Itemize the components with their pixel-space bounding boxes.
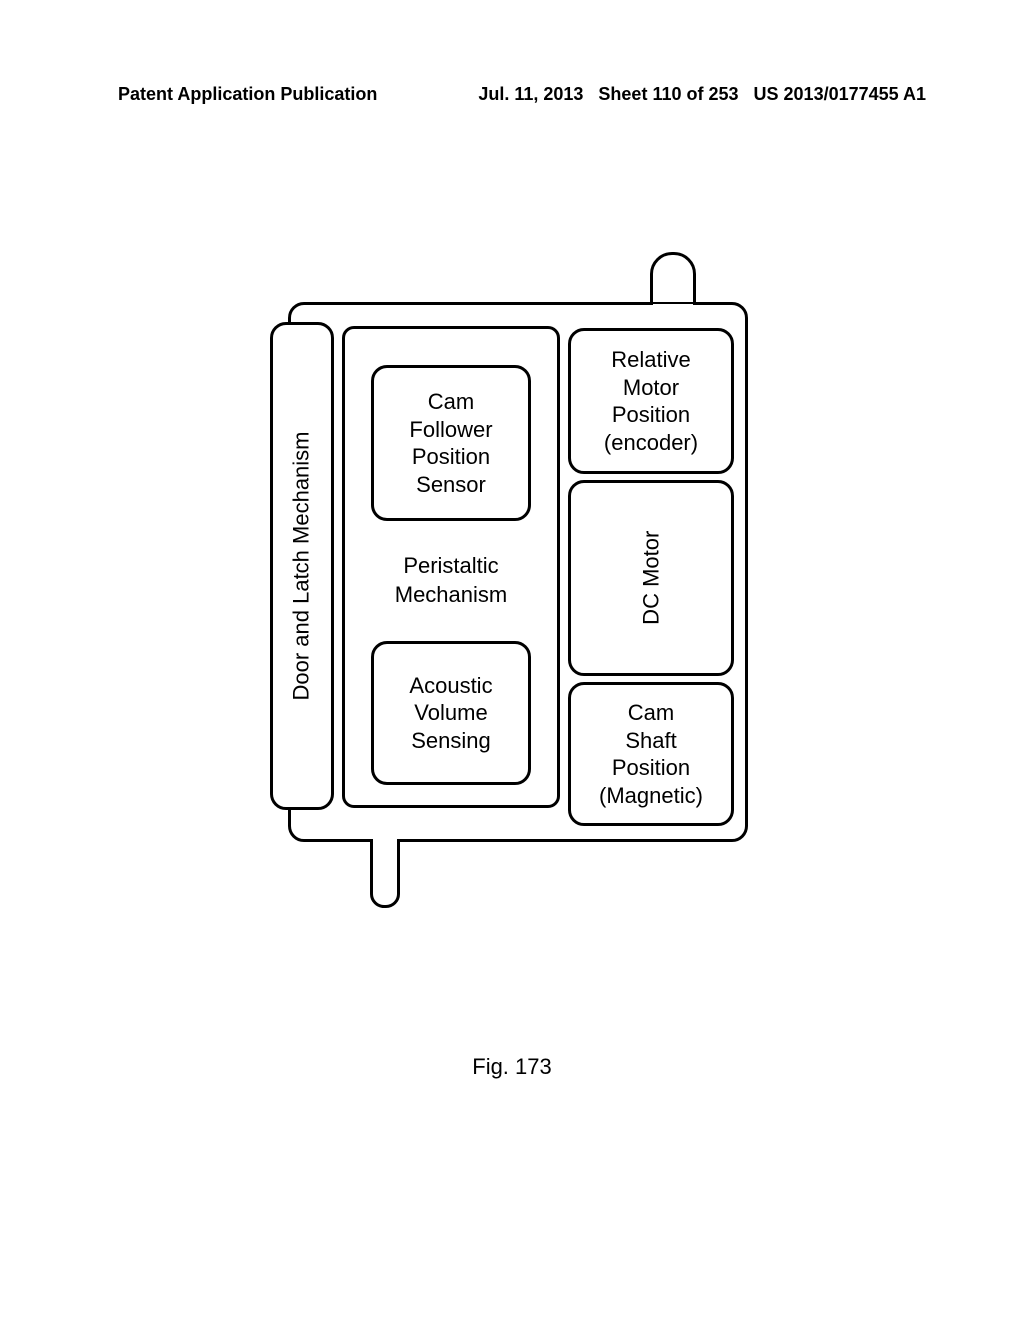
encoder-l1: Relative (611, 346, 690, 374)
page-header: Patent Application Publication Jul. 11, … (118, 84, 926, 105)
acoustic-l3: Sensing (411, 727, 491, 755)
acoustic-box: Acoustic Volume Sensing (371, 641, 531, 785)
door-panel: Door and Latch Mechanism (270, 322, 334, 810)
header-date: Jul. 11, 2013 (478, 84, 583, 104)
dc-motor-label: DC Motor (637, 531, 665, 625)
acoustic-l1: Acoustic (409, 672, 492, 700)
inner-assembly: Cam Follower Position Sensor Peristaltic… (342, 326, 560, 808)
camshaft-l4: (Magnetic) (599, 782, 703, 810)
peristaltic-l2: Mechanism (395, 581, 507, 610)
diagram: Door and Latch Mechanism Cam Follower Po… (270, 268, 748, 854)
peristaltic-l1: Peristaltic (395, 552, 507, 581)
page: Patent Application Publication Jul. 11, … (0, 0, 1024, 1320)
dc-motor-box: DC Motor (568, 480, 734, 676)
peristaltic-label: Peristaltic Mechanism (395, 552, 507, 609)
bottom-tube-cover (373, 836, 397, 844)
camshaft-l1: Cam (628, 699, 674, 727)
encoder-l4: (encoder) (604, 429, 698, 457)
figure-caption: Fig. 173 (0, 1054, 1024, 1080)
encoder-l2: Motor (623, 374, 679, 402)
header-left: Patent Application Publication (118, 84, 377, 105)
encoder-box: Relative Motor Position (encoder) (568, 328, 734, 474)
cam-follower-l2: Follower (409, 416, 492, 444)
door-label: Door and Latch Mechanism (289, 431, 315, 700)
cam-follower-l1: Cam (428, 388, 474, 416)
header-sheet: Sheet 110 of 253 (598, 84, 738, 104)
cam-follower-l3: Position (412, 443, 490, 471)
cam-shaft-box: Cam Shaft Position (Magnetic) (568, 682, 734, 826)
right-column: Relative Motor Position (encoder) DC Mot… (568, 328, 734, 828)
header-right: Jul. 11, 2013 Sheet 110 of 253 US 2013/0… (478, 84, 926, 105)
top-tab-cover (653, 304, 693, 310)
encoder-l3: Position (612, 401, 690, 429)
header-pubno: US 2013/0177455 A1 (754, 84, 926, 104)
cam-follower-l4: Sensor (416, 471, 486, 499)
camshaft-l3: Position (612, 754, 690, 782)
camshaft-l2: Shaft (625, 727, 676, 755)
acoustic-l2: Volume (414, 699, 487, 727)
cam-follower-box: Cam Follower Position Sensor (371, 365, 531, 521)
